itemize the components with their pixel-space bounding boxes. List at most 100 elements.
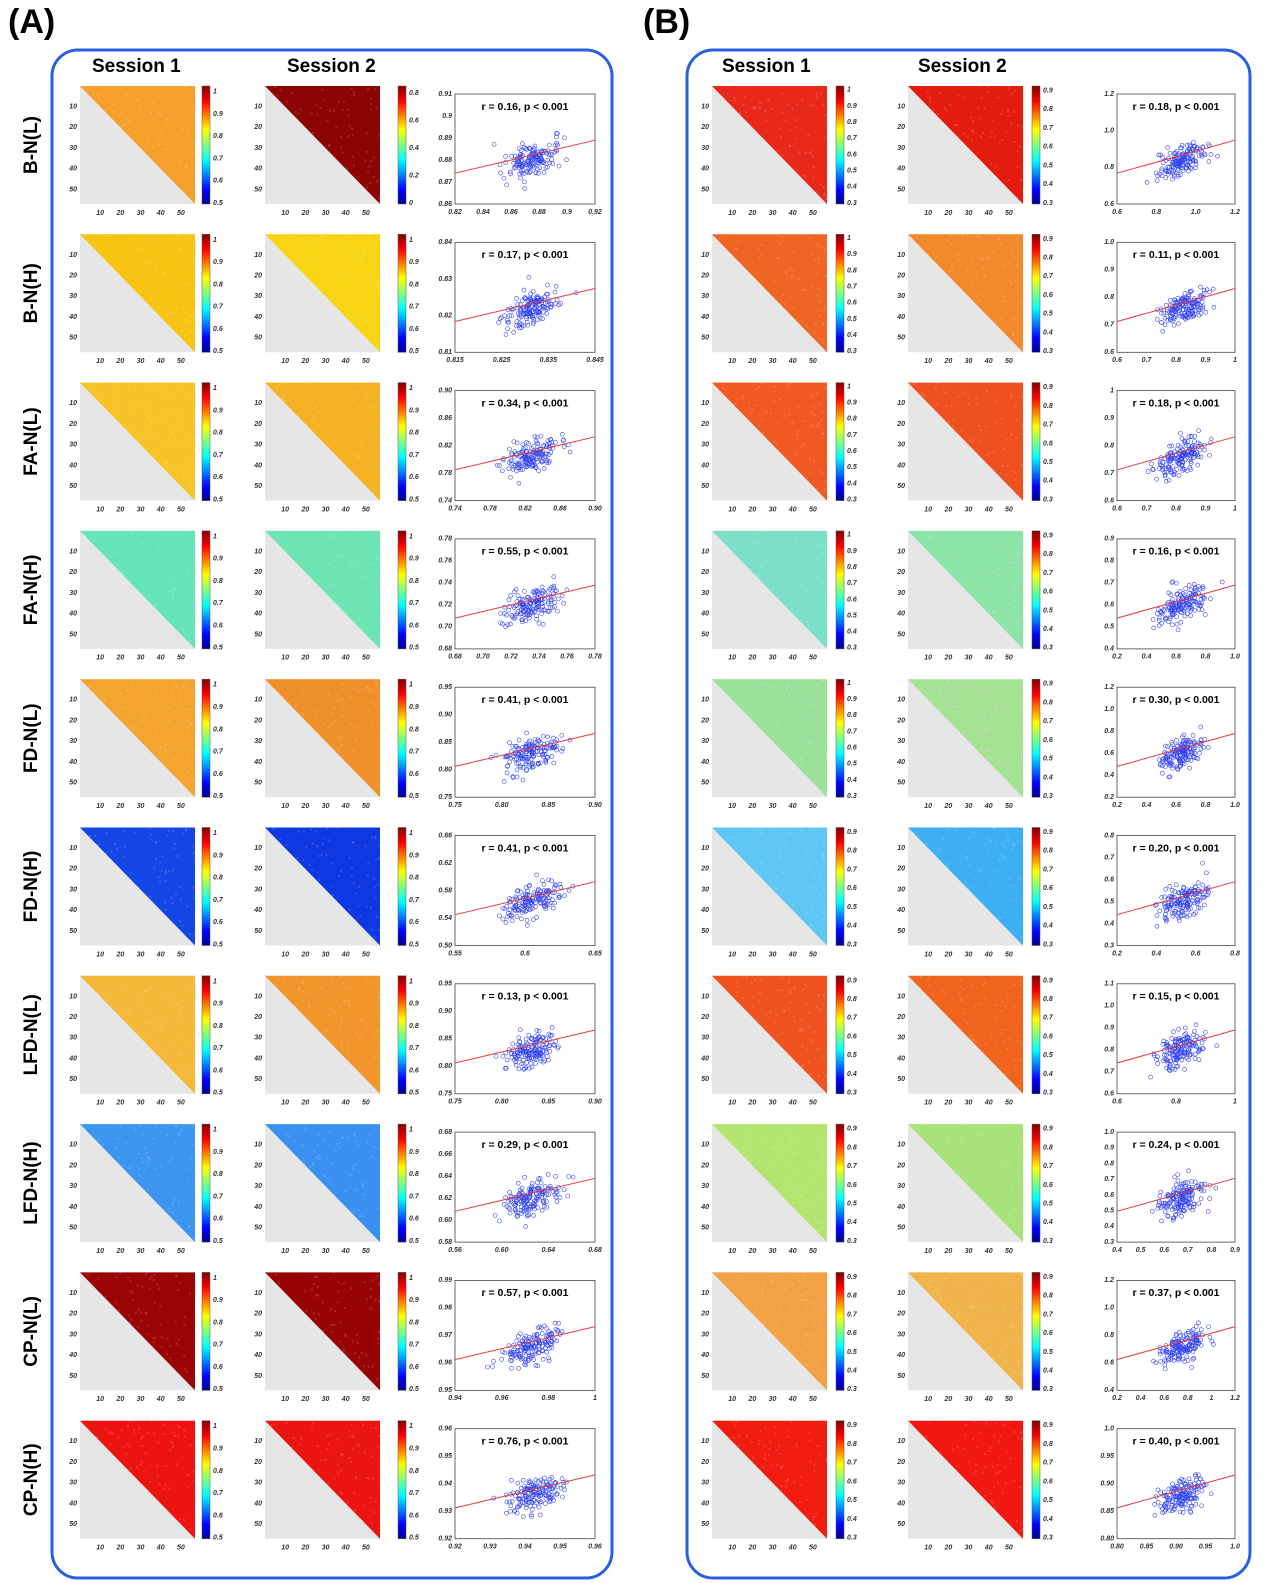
colorbar-tick: 0.6 <box>1043 737 1053 744</box>
heatmap-y-tick: 50 <box>897 780 905 787</box>
heatmap-texture <box>283 399 286 402</box>
heatmap-texture <box>962 391 965 394</box>
scatter-point <box>540 621 546 627</box>
heatmap-texture <box>951 425 954 428</box>
heatmap-texture <box>189 1066 192 1069</box>
heatmap-texture <box>189 282 192 285</box>
heatmap-texture <box>115 1301 118 1304</box>
heatmap-texture <box>316 1144 319 1147</box>
heatmap-texture <box>139 404 142 407</box>
scatter-point <box>519 170 525 176</box>
heatmap-texture <box>377 281 380 284</box>
heatmap-texture <box>1013 566 1016 569</box>
heatmap-texture <box>1010 550 1013 553</box>
scatter-point <box>495 462 500 468</box>
heatmap-texture <box>790 608 793 611</box>
heatmap-texture <box>145 1032 148 1035</box>
scatter-point <box>515 593 521 599</box>
heatmap-texture <box>972 250 975 253</box>
heatmap-texture <box>1000 625 1003 628</box>
heatmap-y-tick: 40 <box>68 314 77 321</box>
scatter-point <box>497 913 502 919</box>
scatter-x-tick: 0.72 <box>504 654 518 661</box>
heatmap-texture <box>141 1285 144 1288</box>
scatter-point <box>520 910 525 915</box>
heatmap-texture <box>312 418 315 421</box>
heatmap-texture <box>294 111 297 114</box>
heatmap-texture <box>296 392 299 395</box>
heatmap-x-tick: 10 <box>96 1100 104 1107</box>
stat-label: r = 0.16, p < 0.001 <box>482 101 569 113</box>
heatmap-texture <box>120 570 123 573</box>
scatter-point <box>542 454 547 460</box>
heatmap-x-tick: 20 <box>943 803 952 810</box>
heatmap-texture <box>1021 538 1024 541</box>
heatmap-texture <box>174 310 177 313</box>
heatmap-texture <box>185 987 188 990</box>
colorbar-tick: 0.8 <box>847 416 857 423</box>
heatmap-texture <box>818 314 821 317</box>
scatter-point <box>541 148 547 154</box>
heatmap-texture <box>327 585 330 588</box>
heatmap-texture <box>185 235 188 238</box>
heatmap-texture <box>326 1178 329 1181</box>
heatmap-texture <box>921 391 924 394</box>
heatmap-x-tick: 20 <box>300 210 309 217</box>
heatmap-texture <box>175 588 178 591</box>
colorbar <box>201 1272 211 1391</box>
heatmap-texture <box>322 1138 325 1141</box>
heatmap-texture <box>174 680 177 683</box>
scatter-point <box>538 450 543 455</box>
scatter-point <box>535 745 541 751</box>
heatmap-texture <box>366 413 369 416</box>
heatmap-texture <box>331 254 334 257</box>
heatmap-y-tick: 10 <box>254 1290 262 1297</box>
heatmap-x-tick: 10 <box>924 655 932 662</box>
heatmap-texture <box>344 1190 347 1193</box>
heatmap-texture <box>751 408 754 411</box>
heatmap-texture <box>364 1452 367 1455</box>
heatmap-texture <box>333 706 336 709</box>
colorbar-tick: 0.4 <box>847 629 857 636</box>
heatmap-texture <box>362 1185 365 1188</box>
scatter-point <box>523 146 528 151</box>
heatmap-texture <box>172 113 175 116</box>
heatmap-texture <box>986 256 989 259</box>
scatter-point <box>533 1061 538 1066</box>
heatmap-texture <box>105 852 108 855</box>
heatmap-texture <box>340 697 343 700</box>
scatter-point <box>512 449 518 454</box>
heatmap-texture <box>341 1453 344 1456</box>
heatmap-texture <box>122 855 125 858</box>
heatmap-texture <box>335 1142 338 1145</box>
heatmap-texture <box>998 142 1001 145</box>
scatter-point <box>538 760 543 766</box>
colorbar-tick: 0.5 <box>1043 607 1053 614</box>
heatmap-texture <box>125 983 128 986</box>
scatter-point <box>543 748 548 754</box>
heatmap-texture <box>1016 150 1019 153</box>
heatmap-texture <box>315 716 318 719</box>
heatmap-texture <box>299 678 302 681</box>
scatter-x-tick: 1 <box>1233 505 1237 512</box>
scatter-point <box>531 319 536 325</box>
scatter-point <box>523 891 528 897</box>
colorbar-tick: 1 <box>847 235 851 242</box>
scatter-point <box>550 445 555 451</box>
heatmap-texture <box>341 982 344 985</box>
heatmap-texture <box>350 88 353 91</box>
scatter-point <box>491 142 497 147</box>
heatmap-y-tick: 10 <box>69 1290 77 1297</box>
heatmap-texture <box>365 1353 368 1356</box>
scatter-point <box>539 304 545 309</box>
heatmap-texture <box>734 547 737 550</box>
heatmap-texture <box>986 728 989 731</box>
panel-label: (A) <box>8 3 55 41</box>
heatmap-texture <box>316 844 319 847</box>
heatmap-texture <box>352 544 355 547</box>
heatmap-texture <box>114 842 117 845</box>
heatmap-texture <box>129 1318 132 1321</box>
heatmap-texture <box>133 831 136 834</box>
scatter-x-tick: 0.9 <box>1201 357 1211 364</box>
heatmap-x-tick: 40 <box>984 210 993 217</box>
